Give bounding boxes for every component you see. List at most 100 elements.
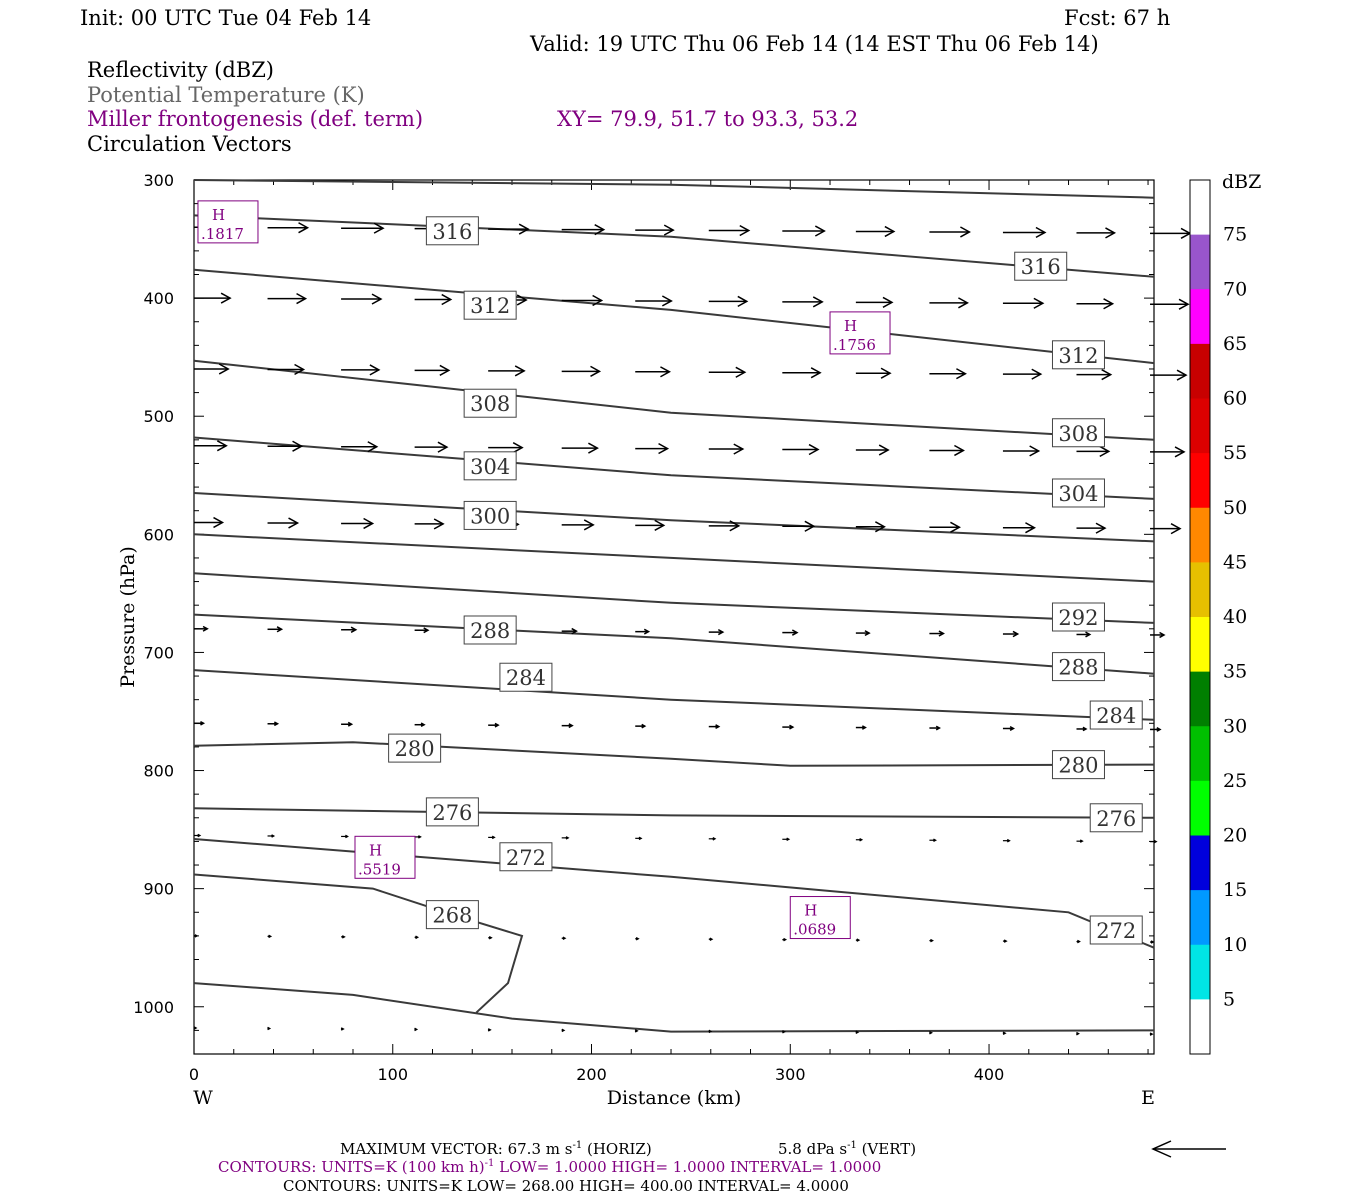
circulation-vector [267,292,308,305]
contour-label: 288 [470,619,510,643]
circulation-vector [1002,725,1016,731]
circulation-vector [635,723,647,729]
fronto-high-box [354,835,416,879]
colorbar-segment [1190,890,1210,946]
circulation-vector [1150,523,1182,535]
circulation-vector [708,520,741,532]
contour-label-box [1051,418,1105,448]
circulation-vector [341,222,385,234]
contour-label-box [1051,750,1105,780]
theta-contour-line [193,873,524,1014]
colorbar-label: 20 [1223,825,1247,847]
theta-contour-line [193,214,1155,278]
colorbar-segment [1190,999,1210,1055]
circulation-vector [635,442,670,455]
circulation-vector [855,630,871,637]
colorbar-title: dBZ [1222,171,1261,193]
circulation-vector [487,1028,492,1032]
circulation-vector [635,519,666,531]
init-time: Init: 00 UTC Tue 04 Feb 14 [80,6,371,30]
contour-label: 308 [470,392,510,416]
circulation-vector [194,292,232,304]
circulation-vector [1076,227,1117,239]
y-tick-label: 800 [143,762,174,781]
circulation-vector [267,934,273,939]
circulation-vector [1002,939,1008,943]
x-east-label: E [1141,1087,1155,1109]
colorbar-segment [1190,234,1210,290]
field-reflectivity: Reflectivity (dBZ) [87,58,274,82]
circulation-vector [194,440,228,452]
colorbar-segment [1190,398,1210,454]
contour-label-box [1014,251,1068,281]
circulation-vector [1150,227,1192,239]
colorbar-label: 60 [1223,388,1247,410]
contour-label-box [1089,915,1143,945]
circulation-vector [929,725,941,731]
circulation-vector [341,441,379,453]
circulation-vector [1150,727,1162,732]
circulation-vector [1076,445,1111,458]
circulation-vector [561,294,604,307]
y-tick-label: 400 [143,289,174,308]
theta-contour-line [193,613,1155,675]
theta-contour-line [193,492,1155,543]
circulation-vector [708,366,747,378]
circulation-vector [341,721,354,727]
contour-label: 300 [470,504,510,528]
contour-label-box [1051,602,1105,632]
contour-label: 276 [432,801,472,825]
contour-label-box [463,388,517,418]
circulation-vector [561,365,602,377]
colorbar-segment [1190,507,1210,563]
circulation-vector [634,1029,639,1033]
circulation-vector [929,368,967,380]
circulation-vector [414,293,453,306]
theta-contour-line [193,436,1155,500]
contour-label-box [463,290,517,320]
circulation-vector [341,626,358,634]
theta-contour-line [193,807,1155,819]
circulation-vector [708,295,749,308]
y-axis-label: Pressure (hPa) [117,546,139,688]
theta-contour-line [193,359,1155,441]
circulation-vector [1002,226,1047,239]
circulation-vector [708,1029,713,1034]
colorbar-label: 65 [1223,333,1247,355]
circulation-vector [782,837,791,842]
circulation-vector [414,441,449,453]
contour-label: 272 [1096,919,1136,943]
contour-label-box [425,216,479,246]
contour-label-box [425,797,479,827]
circulation-vector [929,297,969,309]
contour-label: 304 [1058,482,1098,506]
theta-contour-line [193,179,1155,199]
circulation-vector [1076,939,1081,944]
contour-label: 284 [1096,704,1136,728]
reference-vector-arrow [1151,1140,1226,1158]
circulation-vector [488,365,526,377]
circulation-vector [782,1030,786,1034]
circulation-vector [1076,369,1113,381]
theta-contour-line [193,268,1155,365]
theta-contour-line [193,669,1155,721]
colorbar-label: 10 [1223,934,1247,956]
colorbar-label: 35 [1223,661,1247,683]
circulation-vector [194,934,199,938]
x-tick-label: 200 [576,1065,607,1084]
x-axis-label: Distance (km) [607,1087,742,1109]
circulation-vector [488,223,530,235]
circulation-vector [267,363,306,376]
circulation-vector [414,835,422,839]
circulation-vector [340,1027,345,1031]
circulation-vector [488,835,496,840]
contour-label-box [463,451,517,481]
contours-theta-info: CONTOURS: UNITS=K LOW= 268.00 HIGH= 400.… [283,1177,849,1195]
circulation-vector [1076,298,1115,310]
circulation-vector [561,936,567,941]
max-vector-vert-text: 5.8 dPa s-1 (VERT) [778,1140,916,1158]
circulation-vector [1149,1032,1154,1036]
fronto-high-value: .5519 [358,860,401,878]
circulation-vector [1076,1031,1080,1036]
